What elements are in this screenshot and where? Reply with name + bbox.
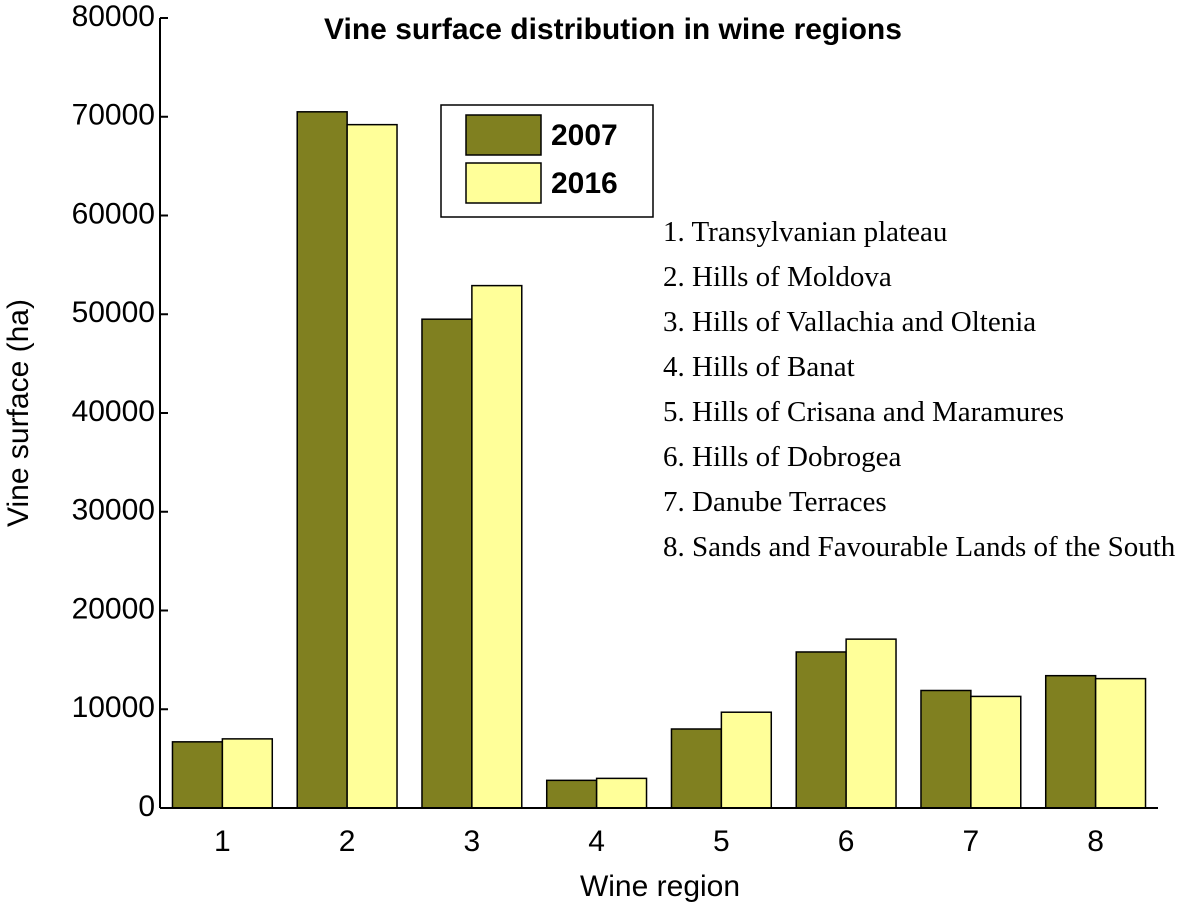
region-note: 4. Hills of Banat bbox=[663, 351, 855, 383]
bar bbox=[171, 741, 224, 809]
y-axis-label: Vine surface (ha) bbox=[2, 299, 35, 527]
chart-title: Vine surface distribution in wine region… bbox=[324, 13, 902, 46]
x-axis-label: Wine region bbox=[580, 870, 740, 903]
legend-label: 2016 bbox=[551, 167, 618, 200]
bar bbox=[221, 738, 274, 809]
y-tick-label: 20000 bbox=[72, 592, 155, 625]
y-tick-label: 70000 bbox=[72, 99, 155, 132]
region-note: 5. Hills of Crisana and Maramures bbox=[663, 396, 1065, 428]
region-note: 6. Hills of Dobrogea bbox=[663, 441, 902, 473]
x-tick-label: 6 bbox=[838, 825, 855, 858]
bar bbox=[595, 777, 648, 809]
y-tick-label: 50000 bbox=[72, 296, 155, 329]
y-tick-label: 80000 bbox=[72, 0, 155, 33]
y-tick-label: 10000 bbox=[72, 691, 155, 724]
legend-swatch bbox=[465, 114, 542, 156]
bar bbox=[720, 711, 773, 809]
bar bbox=[1094, 677, 1147, 809]
bar bbox=[421, 318, 473, 809]
bar bbox=[471, 284, 523, 809]
region-note: 1. Transylvanian plateau bbox=[663, 216, 948, 248]
legend-swatch bbox=[465, 162, 542, 204]
x-tick-label: 8 bbox=[1087, 825, 1104, 858]
bar bbox=[1044, 674, 1097, 809]
y-tick-label: 0 bbox=[138, 790, 155, 823]
x-tick-label: 2 bbox=[339, 825, 356, 858]
bar bbox=[920, 689, 972, 809]
y-tick-label: 30000 bbox=[72, 494, 155, 527]
bar bbox=[545, 779, 598, 809]
y-tick-label: 40000 bbox=[72, 395, 155, 428]
region-notes: 1. Transylvanian plateau 2. Hills of Mold… bbox=[663, 210, 1200, 570]
bar bbox=[346, 123, 398, 809]
bar bbox=[845, 638, 897, 809]
x-tick-label: 4 bbox=[588, 825, 605, 858]
x-tick-label: 5 bbox=[713, 825, 730, 858]
region-note: 7. Danube Terraces bbox=[663, 486, 887, 518]
region-note: 2. Hills of Moldova bbox=[663, 261, 892, 293]
bar bbox=[296, 111, 348, 809]
legend-label: 2007 bbox=[551, 119, 618, 152]
y-tick-label: 60000 bbox=[72, 197, 155, 230]
region-note: 8. Sands and Favourable Lands of the Sou… bbox=[663, 531, 1176, 563]
x-tick-label: 3 bbox=[464, 825, 481, 858]
bar bbox=[970, 695, 1022, 809]
region-note: 3. Hills of Vallachia and Oltenia bbox=[663, 306, 1037, 338]
x-tick-label: 1 bbox=[214, 825, 231, 858]
x-tick-label: 7 bbox=[963, 825, 980, 858]
bar bbox=[795, 651, 847, 809]
bar bbox=[670, 728, 723, 809]
